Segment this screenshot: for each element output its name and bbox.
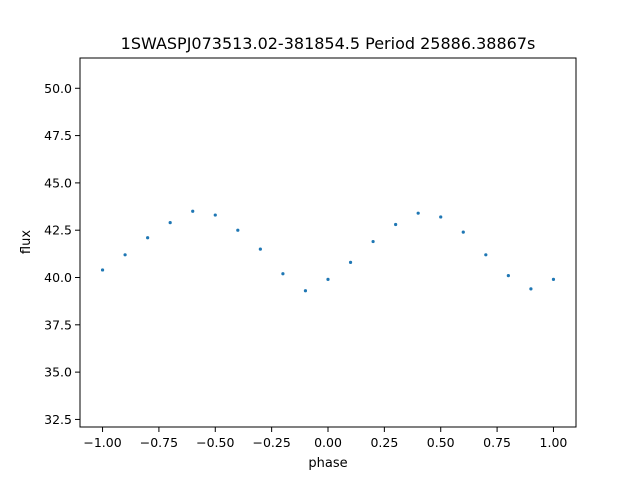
y-tick-label: 37.5 xyxy=(44,317,72,332)
x-tick-label: 0.00 xyxy=(314,435,342,450)
data-point xyxy=(529,287,533,291)
y-axis: 32.5 35.0 37.5 40.0 42.5 45.0 47.5 50.0 xyxy=(44,81,80,427)
data-point xyxy=(371,239,375,244)
x-tick-label: −0.25 xyxy=(252,435,290,450)
data-point xyxy=(236,228,240,232)
plot-frame xyxy=(79,57,577,428)
x-tick-label: 0.50 xyxy=(427,435,455,450)
x-axis-label: phase xyxy=(308,456,347,471)
data-point xyxy=(303,289,308,293)
y-tick-label: 40.0 xyxy=(44,270,72,285)
y-tick-label: 32.5 xyxy=(44,412,72,427)
data-point xyxy=(484,253,488,257)
y-tick-label: 42.5 xyxy=(44,223,72,238)
x-tick-label: 0.75 xyxy=(483,435,511,450)
data-point xyxy=(213,213,217,217)
data-point xyxy=(439,215,443,219)
data-point xyxy=(348,260,353,264)
data-points xyxy=(100,209,556,293)
data-point xyxy=(146,236,150,240)
data-point xyxy=(191,209,195,213)
y-tick-label: 35.0 xyxy=(44,365,72,380)
data-point xyxy=(168,221,172,225)
data-point xyxy=(100,268,105,272)
y-tick-label: 47.5 xyxy=(44,128,72,143)
data-point xyxy=(506,274,510,278)
x-tick-label: 0.25 xyxy=(370,435,398,450)
data-point xyxy=(326,277,330,281)
data-point xyxy=(394,222,398,227)
y-axis-label: flux xyxy=(19,230,34,254)
data-point xyxy=(416,211,420,215)
data-point xyxy=(281,272,285,276)
y-tick-label: 50.0 xyxy=(44,81,72,96)
x-tick-label: −0.75 xyxy=(140,435,178,450)
x-tick-label: −1.00 xyxy=(83,435,121,450)
chart-title: 1SWASPJ073513.02-381854.5 Period 25886.3… xyxy=(121,34,536,53)
x-tick-label: 1.00 xyxy=(540,435,568,450)
data-point xyxy=(461,230,465,234)
data-point xyxy=(258,247,262,251)
data-point xyxy=(123,253,127,257)
x-tick-label: −0.50 xyxy=(196,435,234,450)
x-axis: −1.00 −0.75 −0.50 −0.25 0.00 0.25 0.50 0.75 1.00 xyxy=(83,427,567,450)
data-point xyxy=(551,277,556,281)
y-tick-label: 45.0 xyxy=(44,175,72,190)
